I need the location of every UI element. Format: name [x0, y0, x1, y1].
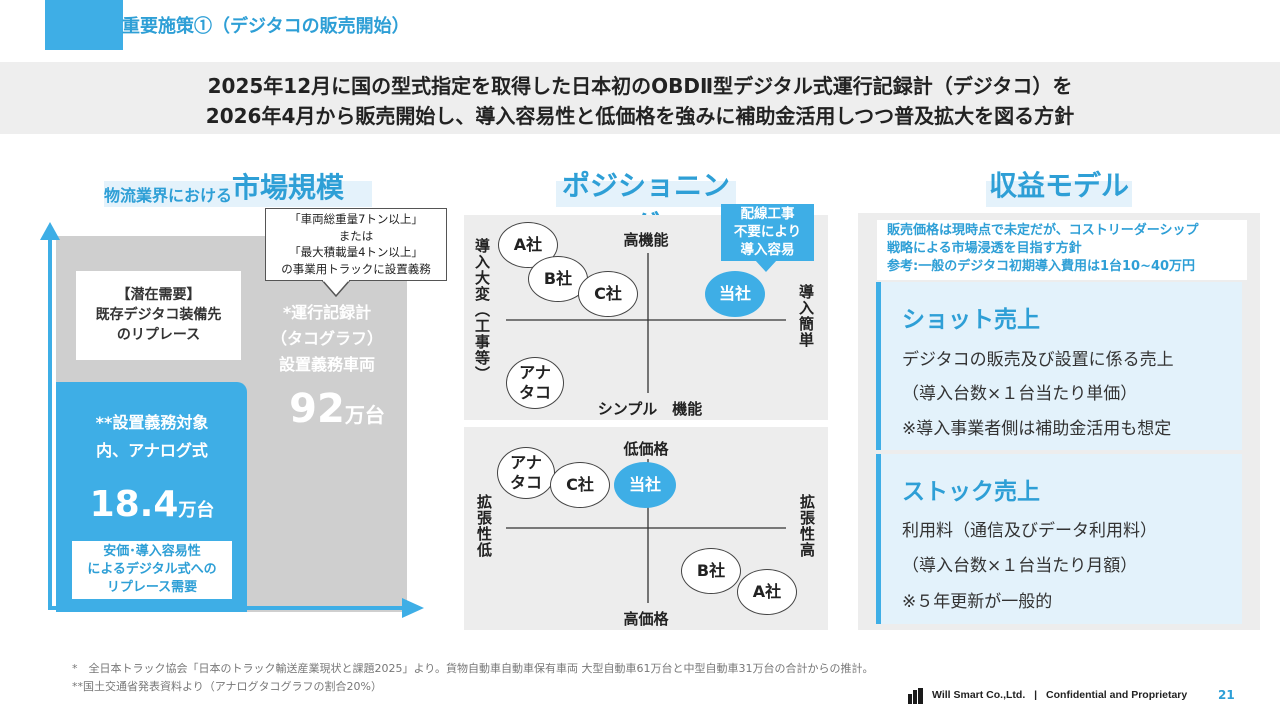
badge-pointer	[755, 260, 777, 272]
shot-sales-line-2: （導入台数×１台当たり単価）	[902, 384, 1138, 404]
stock-sales-line-1: 利用料（通信及びデータ利用料）	[902, 521, 1157, 541]
top-analog-tacho: アナ タコ	[506, 357, 564, 409]
badge-line-3: 導入容易	[740, 242, 795, 258]
footnote-2: **国土交通省発表資料より（アナログタコグラフの割合20%）	[72, 680, 383, 693]
positioning-heading-underline	[556, 181, 736, 207]
revenue-heading: 収益モデル	[988, 169, 1129, 202]
callout-line-1: 「車両総重量7トン以上」	[289, 212, 423, 226]
required-line-3: 設置義務車両	[278, 355, 375, 374]
badge-line-1: 配線工事	[740, 206, 795, 222]
top-analog-line-2: タコ	[518, 383, 551, 402]
replacement-line-1: 安価･導入容易性	[103, 544, 201, 559]
top-axis-simple-function: シンプル 機能	[597, 400, 703, 418]
page-number: 21	[1218, 688, 1235, 702]
footer-confidential: Confidential and Proprietary	[1046, 689, 1188, 701]
required-count-number: 92	[289, 386, 345, 432]
required-count: 92万台	[262, 386, 412, 432]
latent-demand-box: 【潜在需要】 既存デジタコ装備先 のリプレース	[76, 271, 241, 360]
analog-label: **設置義務対象 内、アナログ式	[62, 409, 242, 465]
analog-count: 18.4万台	[62, 484, 242, 525]
market-heading-underline	[104, 181, 372, 207]
market-heading-small: 物流業界における	[104, 186, 233, 205]
top-analog-line-1: アナ	[519, 363, 551, 382]
positioning-top-axes	[506, 253, 786, 393]
latent-line-3: のリプレース	[116, 327, 201, 343]
replacement-line-3: リプレース需要	[106, 580, 198, 595]
shot-sales-box	[876, 282, 1242, 450]
bottom-company-b: B社	[681, 548, 741, 594]
required-line-1: *運行記録計	[282, 303, 372, 322]
lead-line-1: 2025年12月に国の型式指定を取得した日本初のOBDⅡ型デジタル式運行記録計（…	[207, 74, 1073, 98]
latent-line-1: 【潜在需要】	[116, 287, 201, 303]
shot-sales-line-1: デジタコの販売及び設置に係る売上	[902, 350, 1174, 370]
bottom-axis-low-extensibility: 拡張性低	[475, 494, 493, 558]
top-company-ours: 当社	[705, 271, 765, 317]
top-axis-easy-install: 導入簡単	[797, 284, 815, 348]
company-logo	[908, 688, 924, 704]
easy-install-badge: 配線工事 不要により 導入容易	[721, 204, 814, 261]
revenue-note-line-3: 参考:一般のデジタコ初期導入費用は1台10~40万円	[887, 259, 1196, 274]
footer-separator: |	[1034, 689, 1038, 701]
callout-line-3: 「最大積載量4トン以上」	[289, 245, 423, 259]
analog-line-2: 内、アナログ式	[96, 441, 208, 460]
bottom-axis-high-price: 高価格	[623, 610, 669, 628]
bottom-analog-tacho: アナ タコ	[497, 447, 555, 499]
top-company-c: C社	[578, 271, 638, 317]
required-label: *運行記録計 （タコグラフ） 設置義務車両	[262, 300, 392, 378]
bottom-company-a: A社	[737, 569, 797, 615]
callout-line-4: の事業用トラックに設置義務	[281, 261, 431, 276]
top-company-a: A社	[498, 222, 558, 268]
bottom-analog-line-1: アナ	[510, 453, 542, 472]
revenue-note-line-1: 販売価格は現時点で未定だが、コストリーダーシップ	[887, 223, 1199, 238]
required-count-unit: 万台	[344, 403, 385, 427]
stock-sales-line-3: ※５年更新が一般的	[902, 592, 1053, 612]
page-title: 重要施策①（デジタコの販売開始）	[122, 16, 410, 36]
header-accent-block	[45, 0, 123, 50]
revenue-note-line-2: 戦略による市場浸透を目指す方針	[887, 241, 1082, 256]
revenue-note: 販売価格は現時点で未定だが、コストリーダーシップ 戦略による市場浸透を目指す方針…	[877, 220, 1247, 280]
analog-line-1: **設置義務対象	[95, 413, 209, 432]
market-axes	[40, 222, 424, 618]
latent-line-2: 既存デジタコ装備先	[95, 307, 222, 323]
analog-count-unit: 万台	[178, 500, 215, 521]
footer-company: Will Smart Co.,Ltd.	[932, 689, 1026, 701]
bottom-company-ours: 当社	[614, 462, 676, 508]
stock-sales-box	[876, 454, 1242, 624]
market-heading-large: 市場規模	[232, 171, 345, 204]
replacement-line-2: によるデジタル式への	[87, 562, 217, 577]
bottom-axis-low-price: 低価格	[623, 440, 669, 458]
shot-sales-title: ショット売上	[902, 307, 1040, 333]
stock-sales-title: ストック売上	[902, 479, 1040, 505]
badge-line-2: 不要により	[733, 224, 802, 240]
replacement-demand-box: 安価･導入容易性 によるデジタル式への リプレース需要	[72, 541, 232, 599]
callout-box: 「車両総重量7トン以上」 または 「最大積載量4トン以上」 の事業用トラックに設…	[265, 208, 447, 281]
bottom-company-c: C社	[550, 462, 610, 508]
analog-count-number: 18.4	[89, 484, 179, 525]
bottom-axis-high-extensibility: 拡張性高	[798, 494, 816, 558]
stock-sales-line-2: （導入台数×１台当たり月額）	[902, 556, 1138, 576]
lead-line-2: 2026年4月から販売開始し、導入容易性と低価格を強みに補助金活用しつつ普及拡大…	[205, 104, 1075, 128]
footnote-1: * 全日本トラック協会「日本のトラック輸送産業現状と課題2025」より。貨物自動…	[72, 662, 874, 675]
bottom-analog-line-2: タコ	[509, 473, 542, 492]
shot-sales-line-3: ※導入事業者側は補助金活用も想定	[902, 419, 1172, 439]
required-line-2: （タコグラフ）	[270, 329, 383, 348]
market-heading: 物流業界における 市場規模	[104, 166, 372, 206]
revenue-heading-underline	[986, 181, 1132, 207]
top-axis-hard-install: 導入大変（工事等）	[473, 238, 491, 382]
footer-text: Will Smart Co.,Ltd. | Confidential and P…	[932, 689, 1187, 701]
callout-line-2: または	[338, 228, 374, 243]
lead-band	[0, 62, 1280, 134]
top-axis-high-function: 高機能	[623, 231, 669, 249]
callout-pointer	[321, 280, 351, 298]
